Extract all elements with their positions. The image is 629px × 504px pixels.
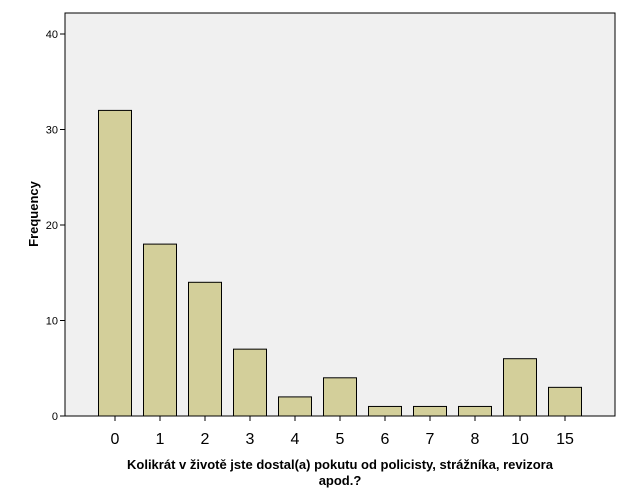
y-tick-label: 30 [46, 125, 58, 137]
bar-7 [413, 405, 447, 417]
x-tick-label: 4 [291, 431, 300, 448]
x-tick-label: 10 [511, 431, 529, 448]
x-axis-title-line-2: apod.? [319, 473, 362, 488]
bar-5 [323, 377, 357, 417]
y-axis-title: Frequency [26, 180, 41, 247]
x-tick-label: 5 [336, 431, 345, 448]
y-axis: 0 10 20 30 40 [46, 29, 65, 423]
bar-15 [548, 386, 582, 417]
x-axis-title-line-1: Kolikrát v životě jste dostal(a) pokutu … [127, 457, 554, 472]
bars [98, 109, 582, 417]
x-tick-label: 15 [556, 431, 574, 448]
bar-8 [458, 405, 492, 417]
x-axis: 0 1 2 3 4 5 6 7 8 10 15 [111, 416, 574, 448]
x-tick-label: 8 [471, 431, 480, 448]
x-tick-label: 1 [156, 431, 165, 448]
bar-10 [503, 358, 537, 417]
y-tick-label: 40 [46, 29, 58, 41]
bar-0 [98, 109, 132, 417]
x-tick-label: 7 [426, 431, 435, 448]
bar-2 [188, 281, 222, 417]
x-tick-label: 6 [381, 431, 390, 448]
y-tick-label: 20 [46, 220, 58, 232]
bar-3 [233, 348, 267, 417]
bar-4 [278, 396, 312, 417]
bar-6 [368, 405, 402, 417]
x-tick-label: 2 [201, 431, 210, 448]
x-tick-label: 0 [111, 431, 120, 448]
y-tick-label: 10 [46, 316, 58, 328]
x-tick-label: 3 [246, 431, 255, 448]
y-tick-label: 0 [52, 411, 58, 423]
bar-1 [143, 243, 177, 417]
